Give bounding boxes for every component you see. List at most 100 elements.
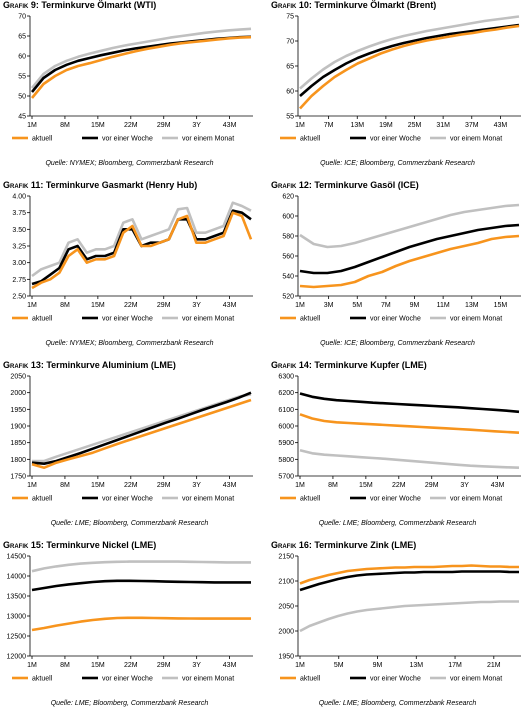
chart-source: Quelle: LME; Bloomberg, Commerzbank Rese… [50, 520, 209, 527]
legend-item: aktuell [12, 496, 53, 503]
legend-item: vor einer Woche [82, 316, 153, 323]
y-tick-label: 12500 [7, 634, 27, 641]
chart-title: Grafik 13: Terminkurve Aluminium (LME) [3, 360, 176, 370]
x-tick-label: 1M [27, 482, 37, 489]
series-line-woche [299, 23, 520, 97]
x-tick-label: 15M [359, 482, 373, 489]
figure-prefix: Grafik 15: [3, 540, 44, 550]
series-line-woche [299, 223, 520, 275]
x-tick-label: 1M [27, 662, 37, 669]
y-tick-label: 2100 [278, 579, 294, 586]
x-tick-label: 22M [392, 482, 406, 489]
y-tick-label: 4.00 [12, 194, 26, 201]
chart-panel-7: Grafik 15: Terminkurve Nickel (LME) 12000… [0, 540, 259, 719]
series-line-monat [299, 600, 519, 633]
legend-label: aktuell [32, 316, 53, 323]
legend-label: vor einem Monat [182, 496, 234, 503]
legend-item: vor einem Monat [162, 496, 234, 503]
y-tick-label: 2050 [278, 604, 294, 611]
legend-item: vor einem Monat [162, 316, 234, 323]
y-tick-label: 3.25 [12, 244, 26, 251]
title-text: Terminkurve Ölmarkt (WTI) [38, 0, 157, 10]
chart-title: Grafik 16: Terminkurve Zink (LME) [271, 540, 416, 550]
chart-svg: 1750 1800 1850 1900 1950 2000 2050 1M 8M 15M 22M 29… [10, 374, 253, 503]
chart-svg: 520 540 560 580 600 620 1M 3M 5M 7M 9M 11M 13M 15M akt… [280, 194, 521, 323]
y-tick-label: 1850 [10, 440, 26, 447]
x-tick-label: 29M [425, 482, 439, 489]
x-tick-label: 3Y [192, 302, 201, 309]
y-tick-label: 50 [18, 94, 26, 101]
series-line-monat [31, 560, 251, 573]
y-tick-label: 2.50 [12, 294, 26, 301]
legend-item: vor einem Monat [162, 136, 234, 143]
title-text: Terminkurve Ölmarkt (Brent) [311, 0, 437, 10]
x-tick-label: 15M [91, 302, 105, 309]
legend-label: vor einem Monat [450, 496, 502, 503]
legend-item: vor einem Monat [430, 316, 502, 323]
y-tick-label: 60 [18, 54, 26, 61]
y-tick-label: 1950 [10, 407, 26, 414]
x-tick-label: 43M [223, 122, 237, 129]
figure-prefix: Grafik 16: [271, 540, 312, 550]
x-tick-label: 15M [91, 122, 105, 129]
x-tick-label: 1M [295, 662, 305, 669]
y-tick-label: 6000 [278, 424, 294, 431]
legend-item: aktuell [280, 676, 321, 683]
chart-panel-5: Grafik 13: Terminkurve Aluminium (LME) 17… [0, 360, 259, 539]
series-line-aktuell [31, 398, 252, 469]
chart-svg: 5700 5800 5900 6000 6100 6200 6300 1M 8M 15M 22M 29… [278, 374, 521, 503]
y-tick-label: 14500 [7, 554, 27, 561]
x-tick-label: 3M [324, 302, 334, 309]
y-tick-label: 3.50 [12, 227, 26, 234]
x-tick-label: 43M [223, 302, 237, 309]
y-tick-label: 6100 [278, 407, 294, 414]
x-tick-label: 13M [409, 662, 423, 669]
chart-svg: 45 50 55 60 65 70 1M 8M 15M 22M 29M 3Y 43M aktuell vor… [12, 14, 253, 143]
y-tick-label: 2.75 [12, 277, 26, 284]
series-line-woche [30, 35, 252, 93]
legend-label: aktuell [300, 136, 321, 143]
title-text: Terminkurve Aluminium (LME) [43, 360, 176, 370]
title-text: Terminkurve Gasmarkt (Henry Hub) [43, 180, 198, 190]
x-tick-label: 3Y [192, 122, 201, 129]
y-tick-label: 13000 [7, 614, 27, 621]
series-line-woche [31, 209, 252, 286]
chart-source: Quelle: NYMEX; Bloomberg, Commerzbank Re… [45, 340, 214, 347]
legend-item: aktuell [12, 676, 53, 683]
figure-prefix: Grafik 13: [3, 360, 44, 370]
x-tick-label: 3Y [460, 482, 469, 489]
legend-label: vor einem Monat [450, 676, 502, 683]
x-tick-label: 15M [91, 662, 105, 669]
chart-panel-4: Grafik 12: Terminkurve Gasöl (ICE) 520 540… [268, 180, 527, 359]
chart-source: Quelle: LME; Bloomberg, Commerzbank Rese… [318, 520, 477, 527]
y-tick-label: 6200 [278, 390, 294, 397]
x-tick-label: 37M [465, 122, 479, 129]
y-tick-label: 5700 [278, 474, 294, 481]
y-tick-label: 45 [18, 114, 26, 121]
y-tick-label: 55 [286, 114, 294, 121]
legend-label: aktuell [300, 676, 321, 683]
x-tick-label: 25M [408, 122, 422, 129]
y-tick-label: 55 [18, 74, 26, 81]
y-tick-label: 1950 [278, 654, 294, 661]
figure-prefix: Grafik 14: [271, 360, 312, 370]
series-line-monat [31, 201, 252, 278]
chart-source: Quelle: ICE; Bloomberg, Commerzbank Rese… [320, 160, 475, 167]
y-tick-label: 65 [286, 64, 294, 71]
legend-item: vor einem Monat [162, 676, 234, 683]
legend-item: vor einer Woche [350, 136, 421, 143]
figure-prefix: Grafik 9: [3, 0, 39, 10]
y-tick-label: 620 [282, 194, 294, 201]
y-tick-label: 2000 [10, 390, 26, 397]
y-tick-label: 75 [286, 14, 294, 21]
legend-label: vor einer Woche [370, 676, 421, 683]
x-tick-label: 11M [437, 302, 450, 309]
legend-label: vor einer Woche [370, 496, 421, 503]
legend-item: vor einer Woche [82, 136, 153, 143]
series-line-aktuell [299, 564, 519, 585]
legend-item: aktuell [12, 136, 53, 143]
series-line-woche [31, 391, 252, 465]
legend-item: aktuell [280, 496, 321, 503]
y-tick-label: 65 [18, 34, 26, 41]
